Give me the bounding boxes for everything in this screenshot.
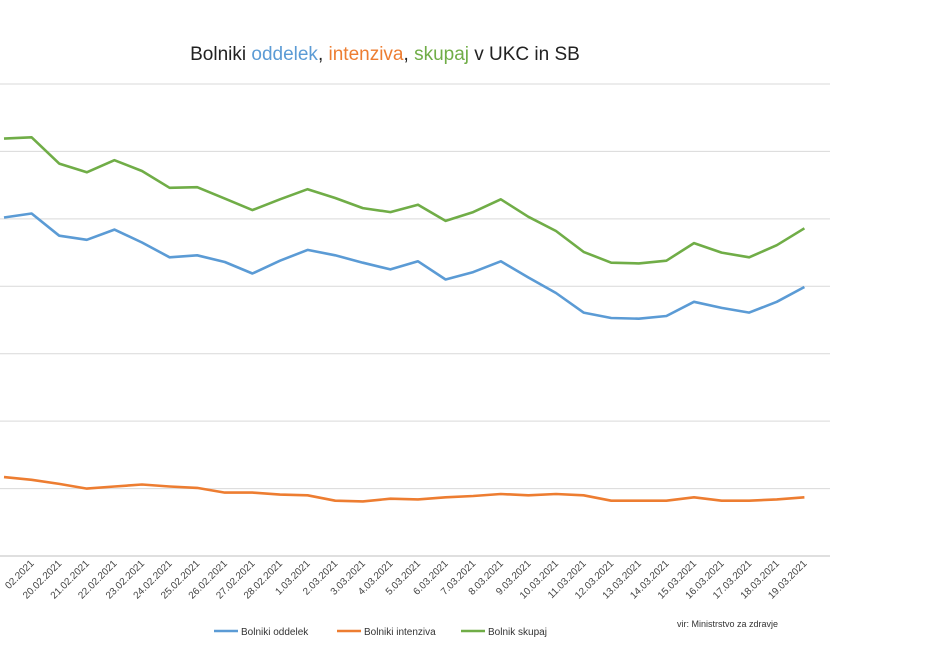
legend-label: Bolniki oddelek — [241, 627, 309, 638]
source-note: vir: Ministrstvo za zdravje — [677, 619, 778, 629]
chart-title-part: , — [403, 44, 415, 65]
series-line-3 — [3, 136, 806, 265]
chart-title-part: oddelek — [251, 44, 318, 65]
series-lines — [3, 136, 806, 503]
legend: Bolniki oddelek Bolniki intenziva Bolnik s… — [214, 627, 547, 638]
chart-title-part: , — [317, 44, 329, 65]
chart-title-part: Bolniki — [190, 44, 252, 65]
legend-label: Bolniki intenziva — [364, 627, 436, 638]
chart-title-part: skupaj — [414, 44, 469, 65]
x-axis-tick-labels: 02.202120.02.202121.02.202122.02.202123.… — [3, 558, 809, 601]
series-line-2 — [3, 475, 805, 503]
gridlines — [0, 83, 830, 557]
chart-title-part: v UKC in SB — [468, 44, 580, 65]
chart-title-part: intenziva — [328, 44, 404, 65]
legend-label: Bolnik skupaj — [488, 627, 547, 638]
series-line-1 — [3, 212, 806, 321]
chart-title: Bolniki oddelek, intenziva, skupaj v UKC… — [0, 44, 770, 66]
